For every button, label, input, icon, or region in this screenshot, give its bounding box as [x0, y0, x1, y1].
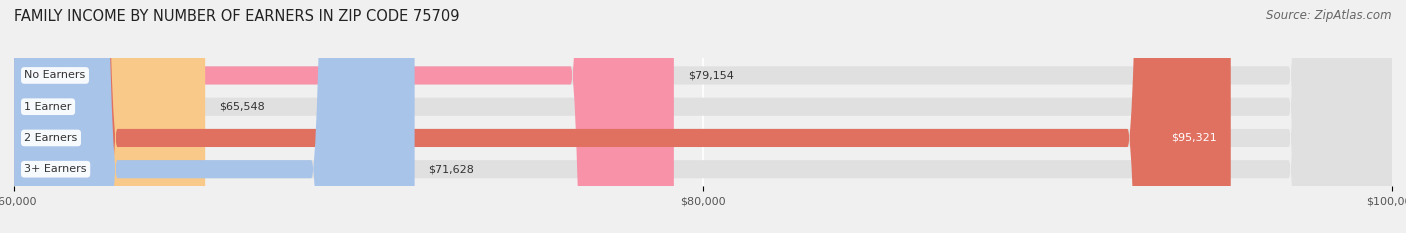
Text: $71,628: $71,628: [429, 164, 474, 174]
FancyBboxPatch shape: [14, 0, 1392, 233]
Text: $95,321: $95,321: [1171, 133, 1218, 143]
FancyBboxPatch shape: [14, 0, 673, 233]
FancyBboxPatch shape: [14, 0, 415, 233]
Text: $79,154: $79,154: [688, 70, 734, 80]
FancyBboxPatch shape: [14, 0, 1392, 233]
Text: $65,548: $65,548: [219, 102, 264, 112]
Text: 1 Earner: 1 Earner: [24, 102, 72, 112]
Text: Source: ZipAtlas.com: Source: ZipAtlas.com: [1267, 9, 1392, 22]
FancyBboxPatch shape: [14, 0, 1392, 233]
FancyBboxPatch shape: [14, 0, 1392, 233]
Text: FAMILY INCOME BY NUMBER OF EARNERS IN ZIP CODE 75709: FAMILY INCOME BY NUMBER OF EARNERS IN ZI…: [14, 9, 460, 24]
FancyBboxPatch shape: [14, 0, 205, 233]
FancyBboxPatch shape: [14, 0, 1230, 233]
Text: 3+ Earners: 3+ Earners: [24, 164, 87, 174]
Text: 2 Earners: 2 Earners: [24, 133, 77, 143]
Text: No Earners: No Earners: [24, 70, 86, 80]
